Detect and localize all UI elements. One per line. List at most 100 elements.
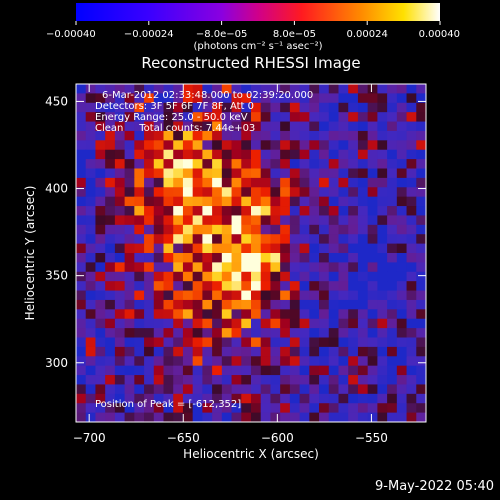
heatmap-cell (270, 346, 281, 357)
heatmap-cell (309, 290, 320, 301)
heatmap-cell (328, 328, 339, 338)
heatmap-cell (387, 130, 398, 141)
heatmap-cell (124, 346, 135, 357)
heatmap-cell (406, 318, 417, 329)
heatmap-cell (182, 290, 194, 301)
heatmap-cell (280, 365, 291, 376)
heatmap-cell (144, 84, 155, 94)
heatmap-cell (95, 121, 106, 132)
heatmap-cell (105, 290, 116, 301)
heatmap-cell (202, 281, 213, 291)
heatmap-cell (241, 224, 252, 235)
heatmap-cell (309, 196, 320, 207)
heatmap-cell (309, 281, 320, 291)
heatmap-cell (289, 243, 301, 254)
heatmap-cell (105, 121, 116, 132)
heatmap-cell (289, 187, 301, 198)
y-tick-label: 400 (45, 182, 68, 196)
heatmap-cell (406, 356, 417, 367)
heatmap-cell (114, 271, 126, 282)
heatmap-cell (212, 356, 223, 367)
heatmap-cell (367, 206, 378, 216)
heatmap-cell (338, 149, 349, 160)
heatmap-cell (338, 93, 349, 104)
heatmap-cell (357, 375, 369, 385)
heatmap-cell (163, 309, 174, 320)
heatmap-cell (319, 177, 330, 188)
heatmap-cell (260, 140, 271, 151)
heatmap-cell (357, 318, 369, 329)
heatmap-cell (212, 253, 223, 263)
heatmap-cell (289, 375, 301, 385)
heatmap-cell (416, 356, 426, 367)
heatmap-cell (231, 215, 242, 226)
heatmap-cell (221, 159, 232, 169)
heatmap-cell (85, 234, 96, 245)
heatmap-cell (319, 281, 330, 291)
heatmap-cell (416, 140, 426, 151)
heatmap-cell (328, 375, 339, 385)
heatmap-cell (367, 112, 378, 122)
heatmap-cell (387, 412, 398, 422)
heatmap-cell (299, 224, 310, 235)
heatmap-cell (153, 309, 164, 320)
heatmap-cell (221, 140, 232, 151)
heatmap-cell (251, 196, 262, 207)
heatmap-cell (270, 356, 281, 367)
heatmap-cell (192, 140, 203, 151)
heatmap-cell (319, 384, 330, 395)
heatmap-cell (270, 309, 281, 320)
heatmap-cell (377, 224, 388, 235)
heatmap-cell (289, 299, 301, 310)
heatmap-cell (231, 159, 242, 169)
heatmap-cell (124, 206, 135, 216)
heatmap-cell (270, 384, 281, 395)
heatmap-cell (328, 253, 339, 263)
heatmap-cell (134, 102, 145, 113)
heatmap-cell (95, 84, 106, 94)
heatmap-cell (377, 309, 388, 320)
heatmap-cell (95, 168, 106, 179)
heatmap-cell (231, 393, 242, 404)
colorbar-tick-label: 0.00024 (347, 29, 388, 40)
heatmap-cell (406, 206, 417, 216)
heatmap-cell (406, 102, 417, 113)
heatmap-cell (173, 403, 184, 414)
heatmap-cell (270, 253, 281, 263)
heatmap-cell (221, 149, 232, 160)
heatmap-cell (95, 102, 106, 113)
heatmap-cell (144, 234, 155, 245)
heatmap-cell (241, 309, 252, 320)
heatmap-cell (163, 384, 174, 395)
heatmap-cell (328, 234, 339, 245)
heatmap-cell (299, 309, 310, 320)
heatmap-cell (406, 196, 417, 207)
heatmap-cell (357, 299, 369, 310)
heatmap-cell (396, 271, 407, 282)
heatmap-cell (124, 271, 135, 282)
heatmap-cell (289, 177, 301, 188)
heatmap-cell (144, 346, 155, 357)
heatmap-cell (105, 130, 116, 141)
heatmap-cell (95, 215, 106, 226)
heatmap-cell (163, 84, 174, 94)
heatmap-cell (221, 375, 232, 385)
heatmap-cell (309, 346, 320, 357)
heatmap-cell (76, 130, 87, 141)
heatmap-cell (387, 365, 398, 376)
heatmap-cell (406, 393, 417, 404)
heatmap-cell (221, 318, 232, 329)
heatmap-cell (85, 262, 96, 273)
heatmap-cell (212, 84, 223, 94)
heatmap-cell (251, 375, 262, 385)
heatmap-cell (182, 384, 194, 395)
axis-ticks: −700 −650 −600 −550 300 350 400 450 (45, 84, 426, 445)
heatmap-cell (76, 271, 87, 282)
heatmap-cell (280, 168, 291, 179)
heatmap-cell (124, 281, 135, 291)
heatmap-cell (357, 93, 369, 104)
heatmap-cell (396, 159, 407, 169)
heatmap-cell (328, 121, 339, 132)
heatmap-cell (251, 393, 262, 404)
heatmap-cell (163, 356, 174, 367)
